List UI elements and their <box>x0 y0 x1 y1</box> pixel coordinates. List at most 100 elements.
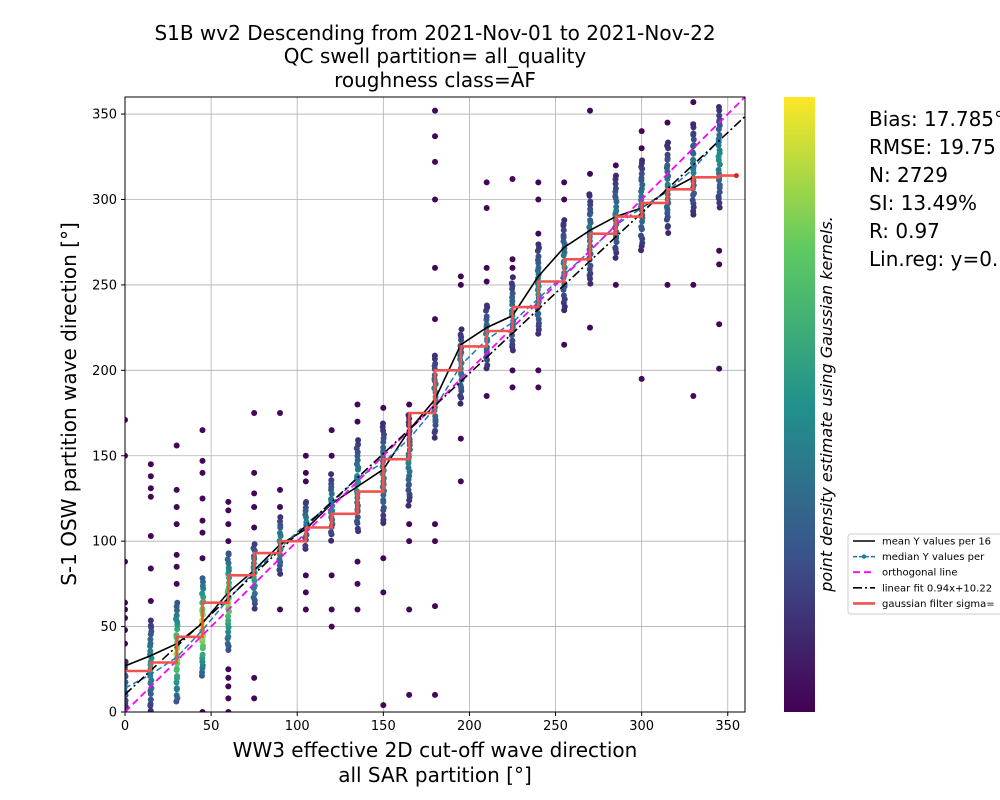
legend-label: gaussian filter sigma= <box>882 599 995 610</box>
scatter-point <box>199 590 206 597</box>
scatter-point <box>380 702 387 709</box>
x-tick-label: 250 <box>543 719 568 734</box>
scatter-point <box>432 603 438 610</box>
scatter-point <box>560 292 567 299</box>
y-axis-label: S-1 OSW partition wave direction [°] <box>57 222 81 586</box>
scatter-point <box>199 555 206 562</box>
scatter-point <box>328 471 335 478</box>
scatter-point <box>509 384 516 391</box>
scatter-point <box>637 232 644 239</box>
colorbar-label: point density estimate using Gaussian ke… <box>817 216 836 592</box>
scatter-point <box>587 262 594 269</box>
scatter-point <box>638 145 645 152</box>
legend-label: mean Y values per 16 <box>882 537 991 548</box>
scatter-point <box>483 264 490 271</box>
scatter-point <box>483 392 490 399</box>
scatter-point <box>355 479 362 486</box>
scatter-point <box>380 589 387 596</box>
scatter-point <box>405 481 412 488</box>
x-tick-label: 50 <box>203 719 220 734</box>
scatter-point <box>587 107 593 114</box>
scatter-point <box>689 197 696 204</box>
scatter-point <box>664 119 671 126</box>
y-tick-label: 250 <box>92 278 117 293</box>
scatter-point <box>328 606 335 613</box>
scatter-point <box>199 651 206 658</box>
scatter-point <box>432 360 439 367</box>
scatter-point <box>276 566 283 573</box>
scatter-point <box>561 217 568 224</box>
scatter-point <box>173 442 180 449</box>
median-marker <box>303 521 309 527</box>
scatter-point <box>277 504 283 510</box>
scatter-point <box>173 612 180 619</box>
scatter-point <box>173 504 180 510</box>
scatter-point <box>147 622 154 629</box>
chart-title-line-2: QC swell partition= all_quality <box>284 44 587 68</box>
scatter-point <box>716 199 723 206</box>
x-axis-ticks: 0 50 100 150 200 250 300 350 <box>121 712 740 734</box>
scatter-point <box>225 617 232 624</box>
scatter-point <box>328 427 335 434</box>
scatter-point <box>612 244 619 251</box>
scatter-point <box>483 321 490 328</box>
stats-line: SI: 13.49% <box>869 191 977 215</box>
scatter-point <box>147 533 154 540</box>
scatter-point <box>147 565 154 572</box>
scatter-point <box>432 196 438 203</box>
x-tick-label: 0 <box>121 719 129 734</box>
chart-title-line-3: roughness class=AF <box>334 68 536 92</box>
plot-area: 0 50 100 150 200 250 300 350 0 50 100 150 200 250 300… <box>92 96 746 734</box>
legend-label: median Y values per <box>882 552 985 563</box>
scatter-point <box>328 537 335 544</box>
scatter-point <box>277 486 283 493</box>
scatter-point <box>535 264 542 271</box>
scatter-point <box>535 179 542 186</box>
stats-line: Lin.reg: y=0. <box>869 247 998 271</box>
x-tick-label: 200 <box>457 719 482 734</box>
legend: mean Y values per 16 median Y values per o… <box>847 533 1000 615</box>
scatter-point <box>483 179 490 186</box>
scatter-point <box>380 404 387 411</box>
scatter-point <box>432 413 439 420</box>
scatter-point <box>125 640 128 647</box>
scatter-point <box>199 427 206 434</box>
scatter-point <box>535 196 542 203</box>
scatter-point <box>690 392 697 399</box>
scatter-point <box>302 606 309 613</box>
scatter-point <box>354 513 361 520</box>
scatter-point <box>638 223 645 230</box>
scatter-point <box>147 617 154 624</box>
scatter-point <box>561 196 568 203</box>
scatter-point <box>612 162 619 169</box>
scatter-point <box>125 627 128 633</box>
scatter-point <box>354 525 361 532</box>
x-tick-label: 350 <box>715 719 740 734</box>
scatter-point <box>431 434 438 441</box>
median-marker <box>691 166 696 171</box>
scatter-point <box>277 606 283 613</box>
scatter-point <box>173 521 180 528</box>
scatter-point <box>303 499 310 506</box>
legend-label: linear fit 0.94x+10.22 <box>882 583 992 594</box>
scatter-point <box>458 370 465 377</box>
scatter-point <box>125 452 128 459</box>
scatter-point <box>355 437 362 444</box>
legend-box <box>847 533 1000 615</box>
y-tick-label: 50 <box>100 620 117 635</box>
legend-marker <box>861 554 867 559</box>
y-tick-label: 350 <box>92 108 117 123</box>
scatter-point <box>199 517 206 524</box>
scatter-point <box>716 189 723 196</box>
scatter-point <box>147 493 154 500</box>
gaussian-filter-line <box>125 174 737 673</box>
scatter-point <box>147 597 154 604</box>
scatter-point <box>225 550 232 557</box>
scatter-point <box>716 247 723 254</box>
scatter-point <box>509 290 516 297</box>
scatter-point <box>225 674 232 681</box>
scatter-point <box>483 302 490 309</box>
scatter-point <box>690 136 697 143</box>
scatter-point <box>354 606 361 613</box>
